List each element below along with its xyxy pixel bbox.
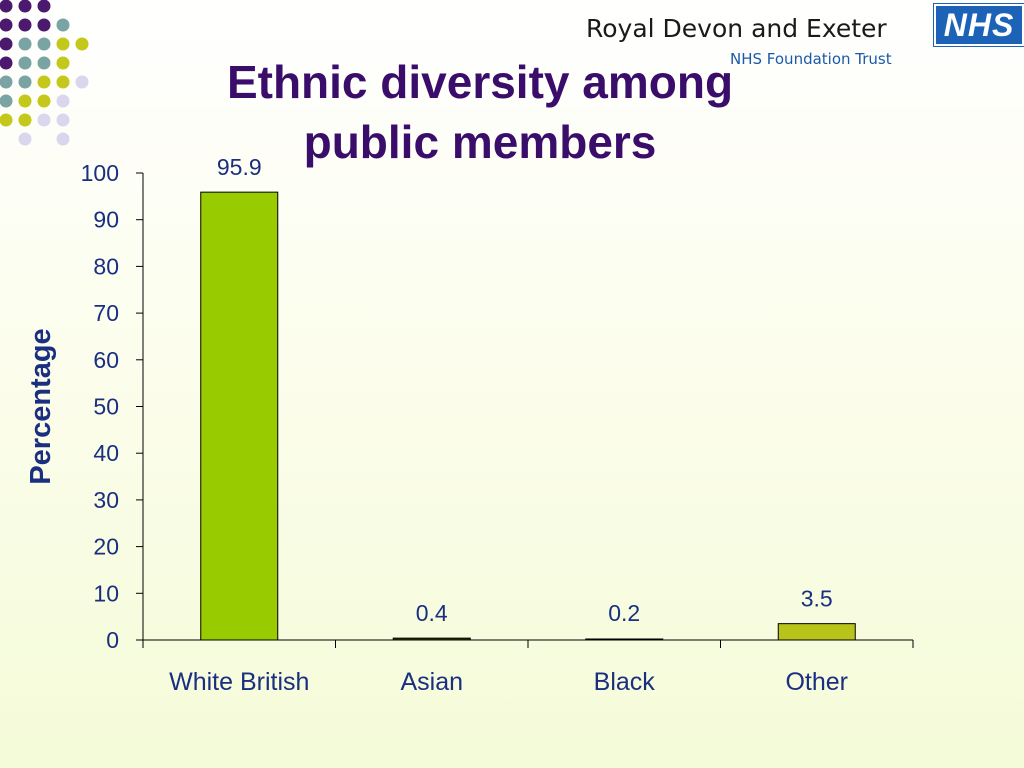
trust-name: NHS Foundation Trust [730,50,892,68]
y-tick-label: 50 [93,394,119,420]
decorative-dot [56,56,70,70]
slide-title-line-2: public members [303,116,657,168]
data-label: 3.5 [801,586,833,612]
decorative-dot [37,56,51,70]
decorative-dot [75,37,89,51]
plot-area: 0 10 20 30 40 50 60 70 80 90 100 95.9 White British 0… [25,154,914,696]
decorative-dot [37,37,51,51]
data-label: 0.4 [416,600,448,626]
decorative-dot [56,113,70,127]
bar [392,637,471,641]
decorative-dot [56,37,70,51]
decorative-dot [0,75,13,89]
decorative-dot [0,0,13,13]
slide-title-line-1: Ethnic diversity among [226,56,734,108]
y-tick-label: 0 [106,627,119,653]
decorative-dot [0,37,13,51]
y-tick-label: 70 [93,300,119,326]
decorative-dot [56,18,70,32]
decorative-dot [18,113,32,127]
decorative-dot [37,0,51,13]
y-axis-title: Percentage [25,328,57,484]
decorative-dot [0,113,13,127]
y-tick-label: 80 [93,253,119,279]
organisation-name: Royal Devon and Exeter [586,14,887,43]
decorative-dot [18,75,32,89]
decorative-dot [56,94,70,108]
decorative-dot [37,75,51,89]
decorative-dot [0,18,13,32]
x-category-label: Black [594,668,656,696]
bar [200,191,279,641]
y-tick-label: 90 [93,207,119,233]
decorative-dot [18,0,32,13]
y-tick-label: 40 [93,440,119,466]
y-tick-label: 20 [93,534,119,560]
decorative-dot [18,94,32,108]
decorative-dot [0,56,13,70]
data-label: 95.9 [217,154,262,180]
decorative-dot-pattern [0,0,89,146]
data-label: 0.2 [608,600,640,626]
decorative-dot [75,75,89,89]
decorative-dot [0,94,13,108]
x-category-label: Other [785,668,848,696]
y-tick-label: 60 [93,347,119,373]
x-category-label: White British [169,668,309,696]
decorative-dot [56,75,70,89]
decorative-dot [37,18,51,32]
slide-title: Ethnic diversity among public members [180,52,780,172]
decorative-dot [18,37,32,51]
bar [777,623,856,641]
y-tick-label: 10 [93,580,119,606]
x-category-label: Asian [400,668,463,696]
bar [585,638,664,641]
y-tick-label: 30 [93,487,119,513]
decorative-dot [37,94,51,108]
decorative-dot [18,18,32,32]
decorative-dot [37,113,51,127]
nhs-logo: NHS [934,4,1024,46]
y-tick-label: 100 [81,160,119,186]
decorative-dot [18,56,32,70]
decorative-dot [18,132,32,146]
decorative-dot [56,132,70,146]
